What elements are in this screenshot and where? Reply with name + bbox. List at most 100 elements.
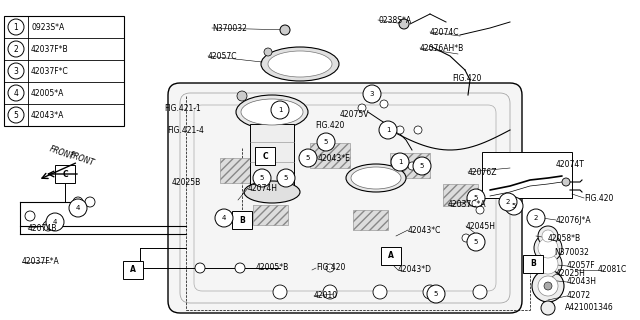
Text: 42043*E: 42043*E	[318, 154, 351, 163]
Text: FIG.421-1: FIG.421-1	[164, 103, 201, 113]
Circle shape	[85, 197, 95, 207]
FancyBboxPatch shape	[255, 147, 275, 165]
Circle shape	[538, 238, 558, 258]
Bar	[4, 16, 124, 126]
Text: 42025B: 42025B	[172, 178, 201, 187]
Text: 42025H: 42025H	[556, 269, 586, 278]
Circle shape	[472, 196, 480, 204]
Circle shape	[413, 157, 431, 175]
Text: 5: 5	[420, 163, 424, 169]
Text: 3: 3	[13, 67, 19, 76]
Circle shape	[358, 104, 366, 112]
Circle shape	[25, 211, 35, 221]
Text: 5: 5	[324, 139, 328, 145]
Text: 42076AH*B: 42076AH*B	[420, 44, 464, 52]
Circle shape	[8, 63, 24, 79]
Text: C: C	[262, 151, 268, 161]
Circle shape	[273, 285, 287, 299]
Circle shape	[379, 121, 397, 139]
Text: 0923S*A: 0923S*A	[31, 22, 64, 31]
Circle shape	[414, 126, 422, 134]
Circle shape	[271, 101, 289, 119]
Text: FIG.420: FIG.420	[584, 194, 613, 203]
Circle shape	[326, 264, 334, 272]
Text: 42043*C: 42043*C	[408, 226, 442, 235]
Circle shape	[8, 41, 24, 57]
Circle shape	[69, 199, 87, 217]
Circle shape	[462, 234, 470, 242]
Text: 1: 1	[397, 159, 403, 165]
Ellipse shape	[236, 95, 308, 129]
Circle shape	[530, 214, 538, 222]
Text: 42076J*A: 42076J*A	[556, 215, 591, 225]
Circle shape	[280, 25, 290, 35]
Text: N370032: N370032	[212, 23, 247, 33]
Text: 42037F*A: 42037F*A	[22, 258, 60, 267]
Text: C: C	[62, 170, 68, 179]
Text: 42057F: 42057F	[567, 261, 596, 270]
Text: FIG.420: FIG.420	[315, 121, 344, 130]
Text: A421001346: A421001346	[565, 303, 614, 313]
Bar	[220, 157, 260, 182]
Text: 42037F*B: 42037F*B	[31, 44, 68, 53]
FancyBboxPatch shape	[232, 211, 252, 229]
Text: FIG.420: FIG.420	[316, 263, 346, 273]
Text: 42081C: 42081C	[598, 266, 627, 275]
Text: 1: 1	[386, 127, 390, 133]
Ellipse shape	[268, 51, 332, 77]
Circle shape	[538, 276, 558, 296]
Circle shape	[532, 270, 564, 302]
Text: 42010: 42010	[314, 292, 338, 300]
Text: 2: 2	[534, 215, 538, 221]
Ellipse shape	[244, 181, 300, 203]
Text: N370032: N370032	[554, 247, 589, 257]
Circle shape	[527, 209, 545, 227]
Circle shape	[43, 221, 53, 231]
Circle shape	[538, 254, 558, 274]
Circle shape	[467, 233, 485, 251]
Circle shape	[8, 85, 24, 101]
Text: 5: 5	[474, 239, 478, 245]
Circle shape	[8, 19, 24, 35]
FancyBboxPatch shape	[523, 255, 543, 273]
Circle shape	[380, 100, 388, 108]
Text: A: A	[388, 252, 394, 260]
Circle shape	[399, 19, 409, 29]
Circle shape	[506, 198, 514, 206]
Text: 42074H: 42074H	[248, 183, 278, 193]
Text: 42074B: 42074B	[28, 223, 58, 233]
Text: 3: 3	[370, 91, 374, 97]
Circle shape	[538, 226, 558, 246]
Ellipse shape	[346, 164, 406, 192]
Bar	[310, 142, 350, 167]
Circle shape	[323, 285, 337, 299]
Text: 5: 5	[284, 175, 288, 181]
Bar	[482, 152, 572, 198]
Circle shape	[253, 169, 271, 187]
Circle shape	[8, 107, 24, 123]
Text: 42075V: 42075V	[340, 109, 369, 118]
Text: FIG.420: FIG.420	[452, 74, 481, 83]
Circle shape	[391, 153, 409, 171]
Text: 42057C: 42057C	[208, 52, 237, 60]
Circle shape	[195, 263, 205, 273]
Circle shape	[396, 126, 404, 134]
Text: B: B	[530, 260, 536, 268]
Ellipse shape	[261, 47, 339, 81]
Text: 5: 5	[306, 155, 310, 161]
Circle shape	[373, 285, 387, 299]
Circle shape	[423, 285, 437, 299]
Text: 4: 4	[222, 215, 226, 221]
Circle shape	[427, 285, 445, 303]
Text: 42043*D: 42043*D	[398, 266, 432, 275]
Text: 42037C*A: 42037C*A	[448, 199, 486, 209]
Circle shape	[237, 91, 247, 101]
Text: 42074C: 42074C	[430, 28, 460, 36]
Circle shape	[476, 206, 484, 214]
Bar	[390, 153, 430, 178]
Circle shape	[534, 250, 562, 278]
Text: 1: 1	[278, 107, 282, 113]
Bar	[250, 124, 294, 192]
Text: 42074T: 42074T	[556, 159, 585, 169]
Circle shape	[505, 197, 523, 215]
